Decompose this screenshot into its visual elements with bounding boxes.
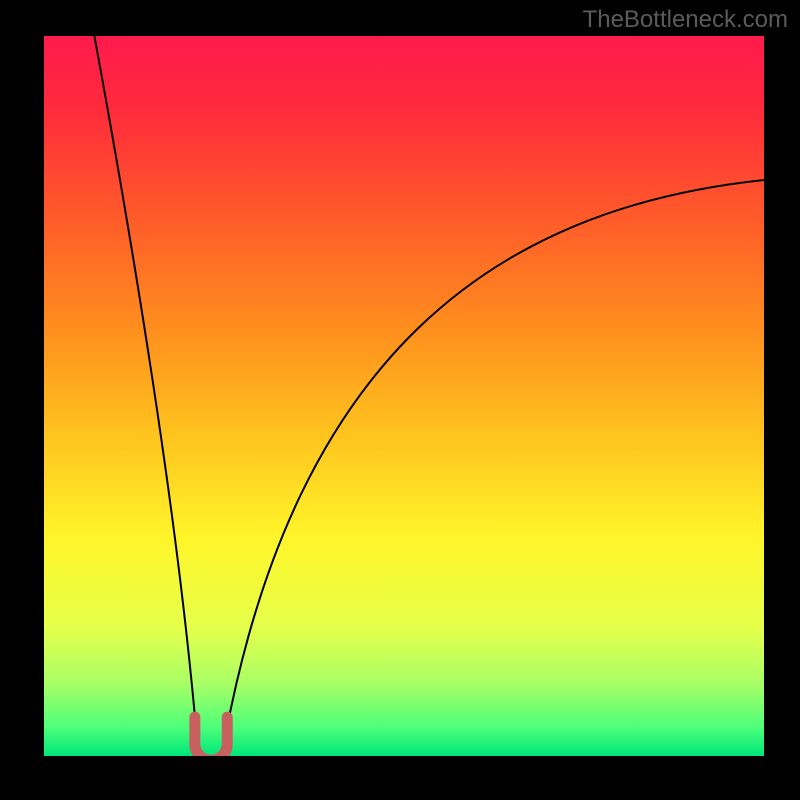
bottleneck-chart bbox=[44, 36, 764, 756]
chart-background-gradient bbox=[44, 36, 764, 756]
watermark-text: TheBottleneck.com bbox=[583, 6, 788, 34]
chart-plot-area bbox=[44, 36, 764, 756]
